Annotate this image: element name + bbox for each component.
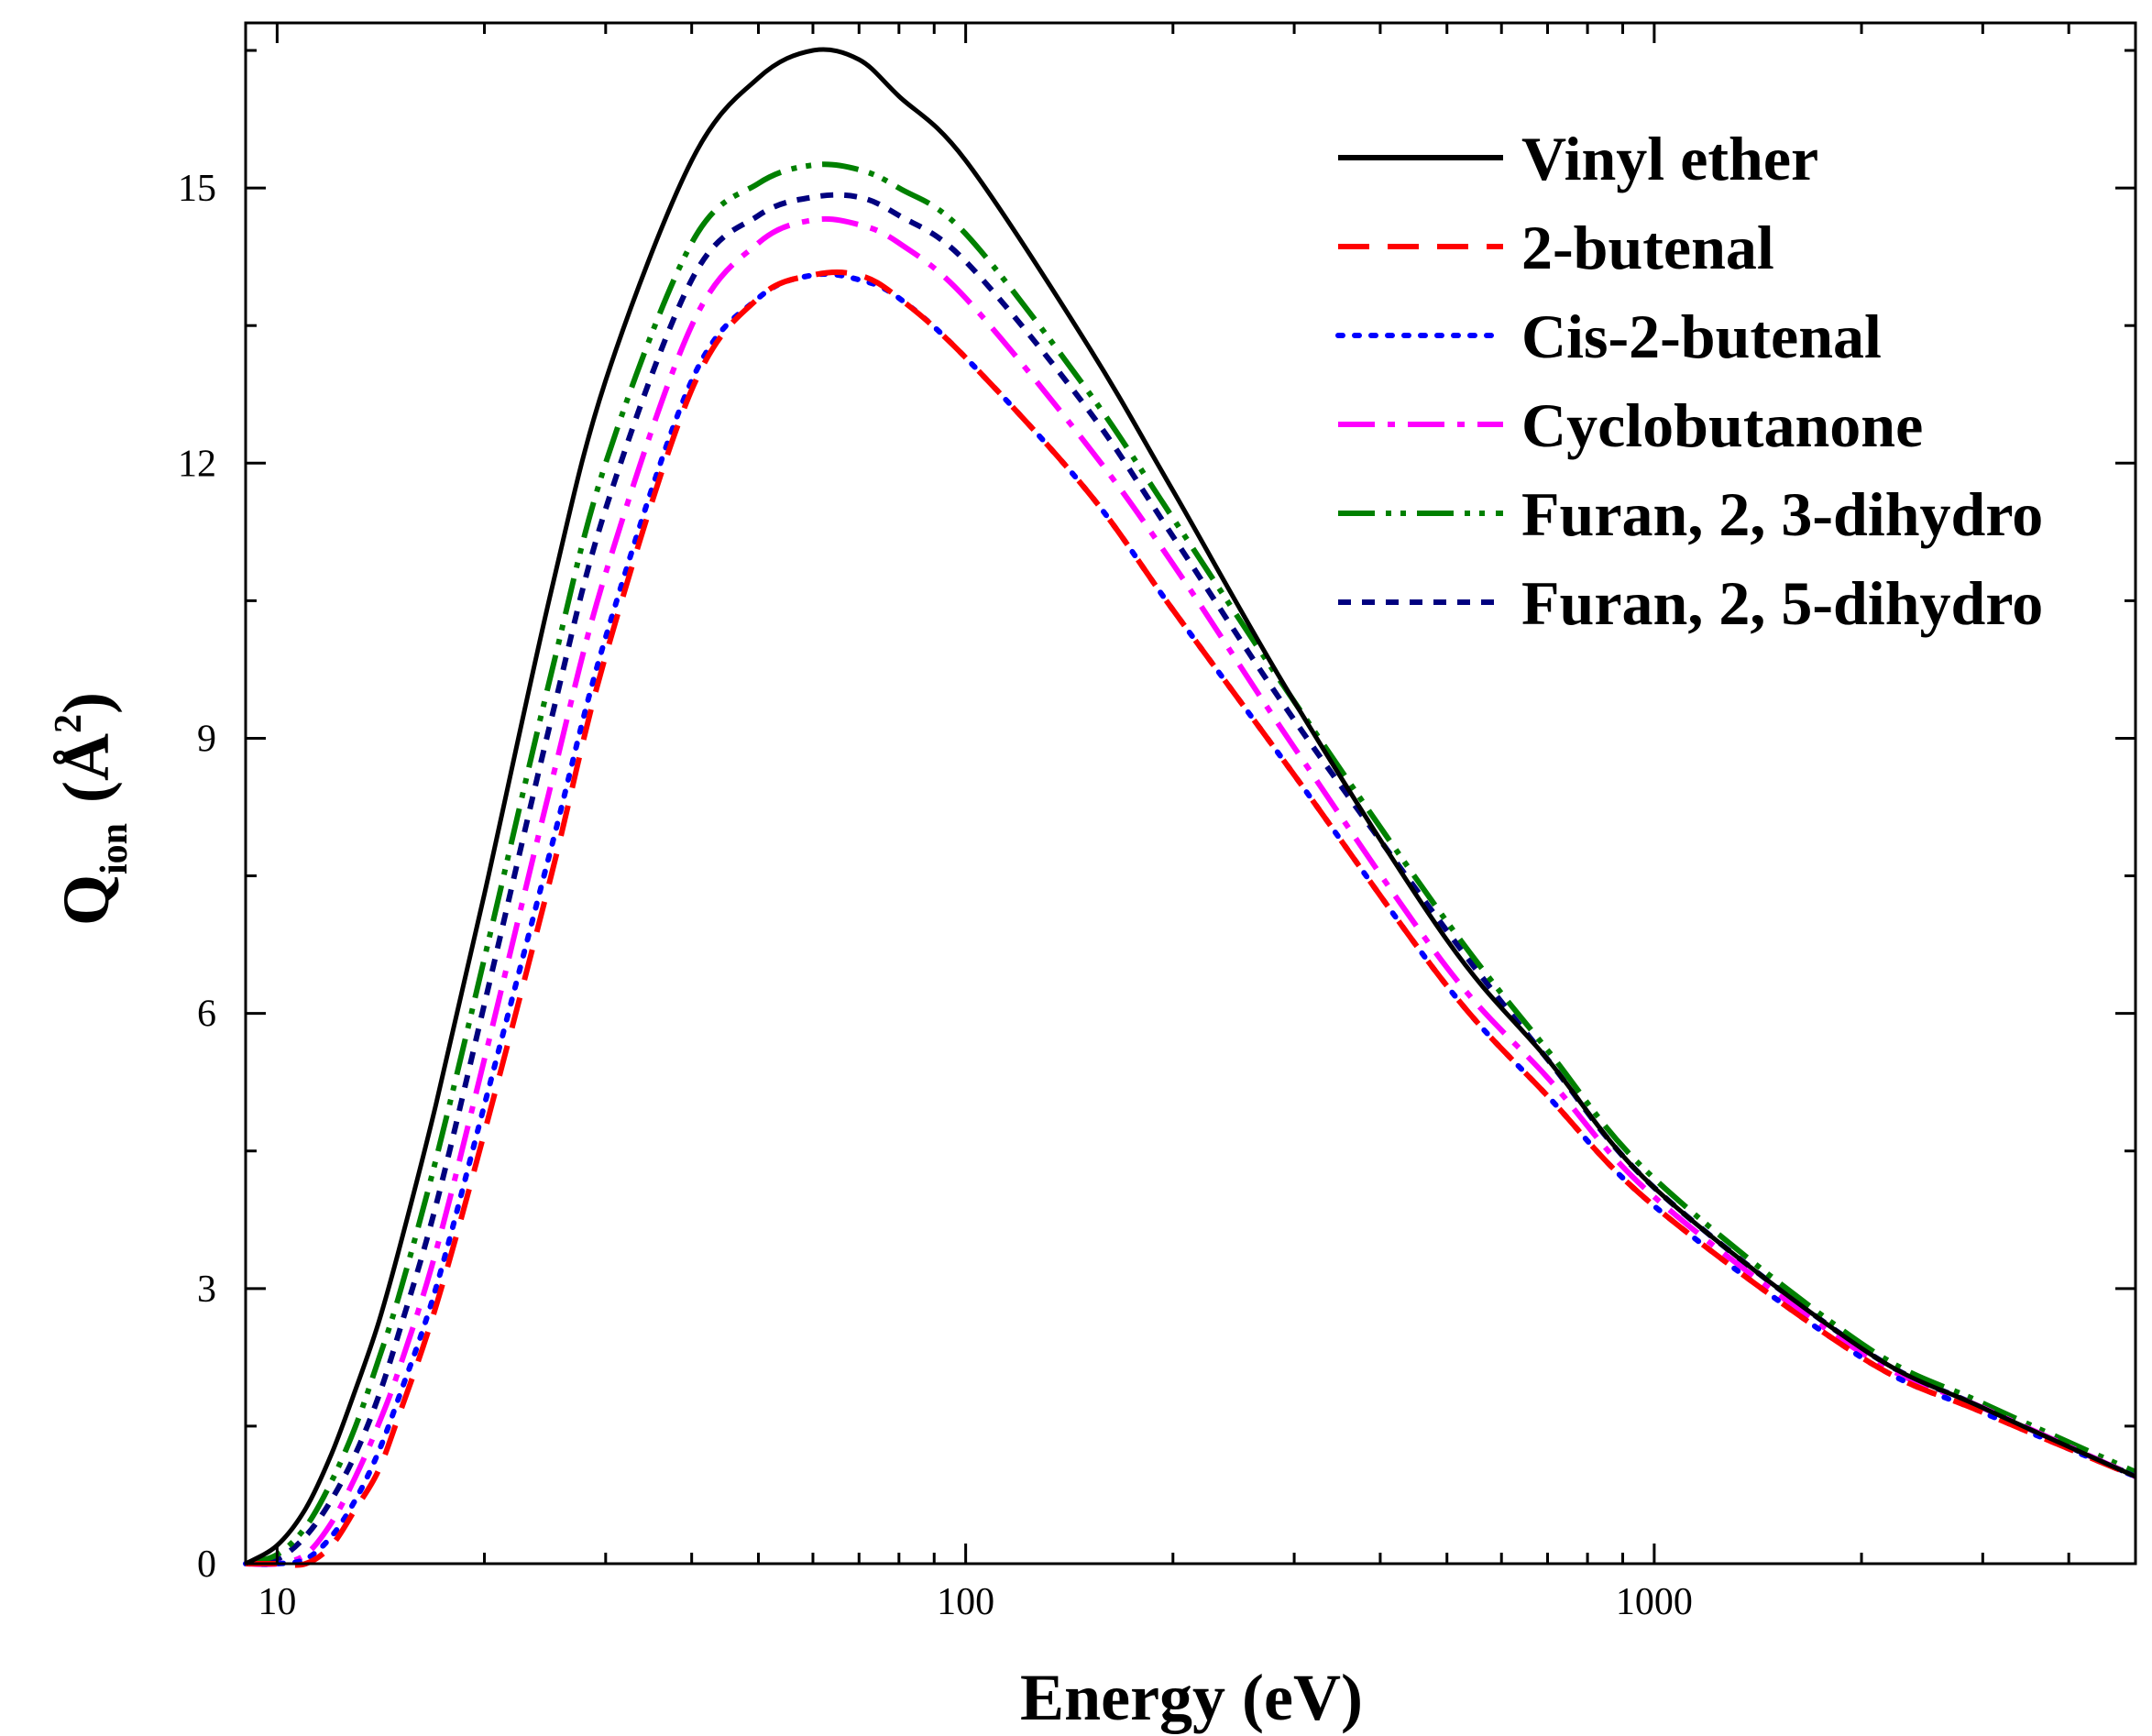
- y-axis-title-open-paren: (: [49, 781, 123, 803]
- x-tick-label: 100: [937, 1581, 994, 1623]
- legend-label: Cyclobutanone: [1521, 390, 1923, 460]
- legend-label: Furan, 2, 3-dihydro: [1521, 479, 2043, 549]
- y-axis-title-unit-superscript: 2: [48, 714, 90, 733]
- series-line-5: [245, 192, 2137, 1566]
- y-axis-title-unit: Å: [49, 733, 123, 781]
- y-axis-title-symbol: Q: [49, 874, 123, 926]
- y-tick-label: 0: [197, 1544, 216, 1586]
- x-tick-label: 1000: [1616, 1581, 1693, 1623]
- y-tick-label: 9: [197, 718, 216, 760]
- y-axis-title-close-paren: ): [49, 692, 123, 714]
- legend: Vinyl ether 2-butenal Cis-2-butenal Cyclobu…: [1335, 124, 2043, 638]
- x-tick-label: 10: [258, 1581, 296, 1623]
- series-line-1: [246, 269, 2137, 1568]
- series-line-0: [244, 47, 2137, 1566]
- y-axis-title-subscript: ion: [93, 823, 136, 874]
- y-axis: 0 3 6 9 12 15: [178, 49, 2136, 1586]
- series-line-3: [245, 215, 2137, 1567]
- legend-label: Furan, 2, 5-dihydro: [1521, 568, 2043, 638]
- x-axis-title: Energy (eV): [1020, 1661, 1363, 1734]
- y-tick-label: 6: [197, 994, 216, 1036]
- y-axis-title: Qion (Å2): [48, 692, 136, 926]
- svg-text:Qion(Å2): Qion (Å2): [48, 692, 136, 926]
- plot-frame: [244, 21, 2137, 1566]
- legend-label: Vinyl ether: [1521, 124, 1818, 193]
- y-tick-label: 3: [197, 1269, 216, 1311]
- series-line-2: [243, 270, 2138, 1567]
- legend-label: 2-butenal: [1521, 213, 1774, 282]
- y-tick-label: 15: [178, 168, 216, 210]
- x-axis: 10 100 1000: [244, 23, 2137, 1623]
- legend-label: Cis-2-butenal: [1521, 302, 1882, 371]
- series-line-4: [245, 161, 2137, 1566]
- series-group: [243, 47, 2138, 1568]
- y-tick-label: 12: [178, 443, 216, 485]
